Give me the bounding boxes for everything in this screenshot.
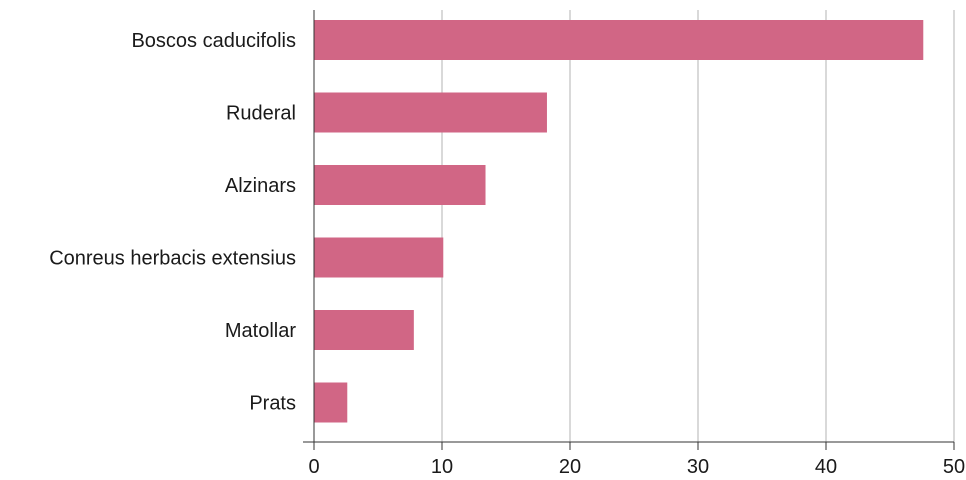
category-labels: Boscos caducifolis Ruderal Alzinars Conreus…	[49, 30, 296, 415]
grid-lines	[441, 10, 955, 442]
x-tick-label: 0	[308, 456, 319, 478]
category-label: Alzinars	[225, 175, 296, 197]
category-label: Matollar	[225, 320, 296, 342]
x-tick-labels: 0 10 20 30 40 50	[308, 456, 965, 478]
bar	[314, 310, 414, 350]
bars	[314, 20, 924, 423]
category-label: Prats	[249, 393, 296, 415]
category-label: Conreus herbacis extensius	[49, 248, 296, 270]
x-tick-label: 40	[815, 456, 837, 478]
axes	[303, 10, 955, 450]
x-tick-label: 10	[431, 456, 453, 478]
category-label: Ruderal	[226, 103, 296, 125]
bar	[314, 382, 348, 423]
x-tick-label: 20	[559, 456, 581, 478]
bar	[314, 92, 547, 133]
x-tick-label: 50	[943, 456, 965, 478]
bar	[314, 237, 444, 278]
bar	[314, 20, 924, 60]
x-tick-label: 30	[687, 456, 709, 478]
bar	[314, 165, 486, 205]
category-label: Boscos caducifolis	[131, 30, 296, 52]
